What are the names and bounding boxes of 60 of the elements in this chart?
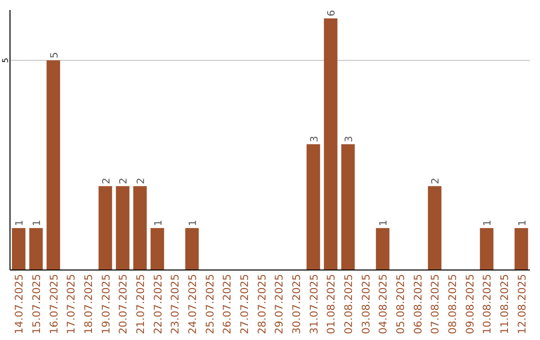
- bar: [133, 186, 147, 270]
- data-label: 1: [188, 220, 199, 226]
- x-tick-label: 15.07.2025: [31, 274, 43, 334]
- x-tick-label: 17.07.2025: [66, 274, 78, 334]
- bar: [185, 228, 199, 270]
- x-tick-label: 16.07.2025: [48, 274, 60, 334]
- x-tick-label: 04.08.2025: [378, 274, 390, 334]
- x-tick-label: 20.07.2025: [118, 274, 130, 334]
- x-tick-label: 26.07.2025: [222, 274, 234, 334]
- data-label: 2: [118, 178, 130, 184]
- x-tick-label: 27.07.2025: [239, 274, 251, 334]
- bar: [324, 18, 338, 270]
- bar: [480, 228, 494, 270]
- data-label: 6: [326, 10, 338, 16]
- bar: [306, 144, 320, 270]
- x-tick-label: 18.07.2025: [83, 274, 95, 334]
- data-label: 1: [32, 220, 43, 226]
- data-label: 2: [430, 178, 442, 184]
- x-tick-label: 03.08.2025: [360, 274, 372, 334]
- x-tick-label: 21.07.2025: [135, 274, 147, 334]
- x-tick-label: 11.08.2025: [499, 274, 511, 334]
- x-tick-label: 01.08.2025: [326, 274, 338, 334]
- data-label: 3: [344, 136, 355, 142]
- x-tick-label: 02.08.2025: [343, 274, 355, 334]
- x-tick-label: 28.07.2025: [256, 274, 268, 334]
- x-tick-label: 14.07.2025: [14, 274, 26, 334]
- data-label: 5: [49, 52, 60, 58]
- bar: [12, 228, 26, 270]
- x-tick-label: 22.07.2025: [152, 274, 164, 334]
- bar: [376, 228, 390, 270]
- x-tick-label: 30.07.2025: [291, 274, 303, 334]
- x-tick-label: 25.07.2025: [204, 274, 216, 334]
- x-tick-label: 12.08.2025: [516, 274, 528, 334]
- bar: [29, 228, 43, 270]
- x-tick-label: 24.07.2025: [187, 274, 199, 334]
- data-label: 1: [378, 220, 390, 226]
- bar: [46, 60, 60, 270]
- bar: [98, 186, 112, 270]
- x-tick-label: 23.07.2025: [170, 274, 182, 334]
- bar: [341, 144, 355, 270]
- data-label: 1: [517, 220, 528, 226]
- x-tick-label: 05.08.2025: [395, 274, 407, 334]
- data-label: 2: [136, 178, 147, 184]
- x-tick-label: 09.08.2025: [464, 274, 476, 334]
- x-tick-label: 07.08.2025: [430, 274, 442, 334]
- x-tick-label: 31.07.2025: [308, 274, 320, 334]
- x-tick-label: 08.08.2025: [447, 274, 459, 334]
- x-tick-label: 29.07.2025: [274, 274, 286, 334]
- data-label: 1: [153, 220, 164, 226]
- x-tick-label: 06.08.2025: [412, 274, 424, 334]
- bar: [428, 186, 442, 270]
- bar: [514, 228, 528, 270]
- x-tick-label: 10.08.2025: [482, 274, 494, 334]
- bar: [116, 186, 130, 270]
- data-label: 1: [14, 220, 26, 226]
- data-label: 1: [482, 220, 494, 226]
- data-label: 3: [309, 136, 320, 142]
- bar: [150, 228, 164, 270]
- x-tick-label: 19.07.2025: [100, 274, 112, 334]
- data-label: 2: [101, 178, 112, 184]
